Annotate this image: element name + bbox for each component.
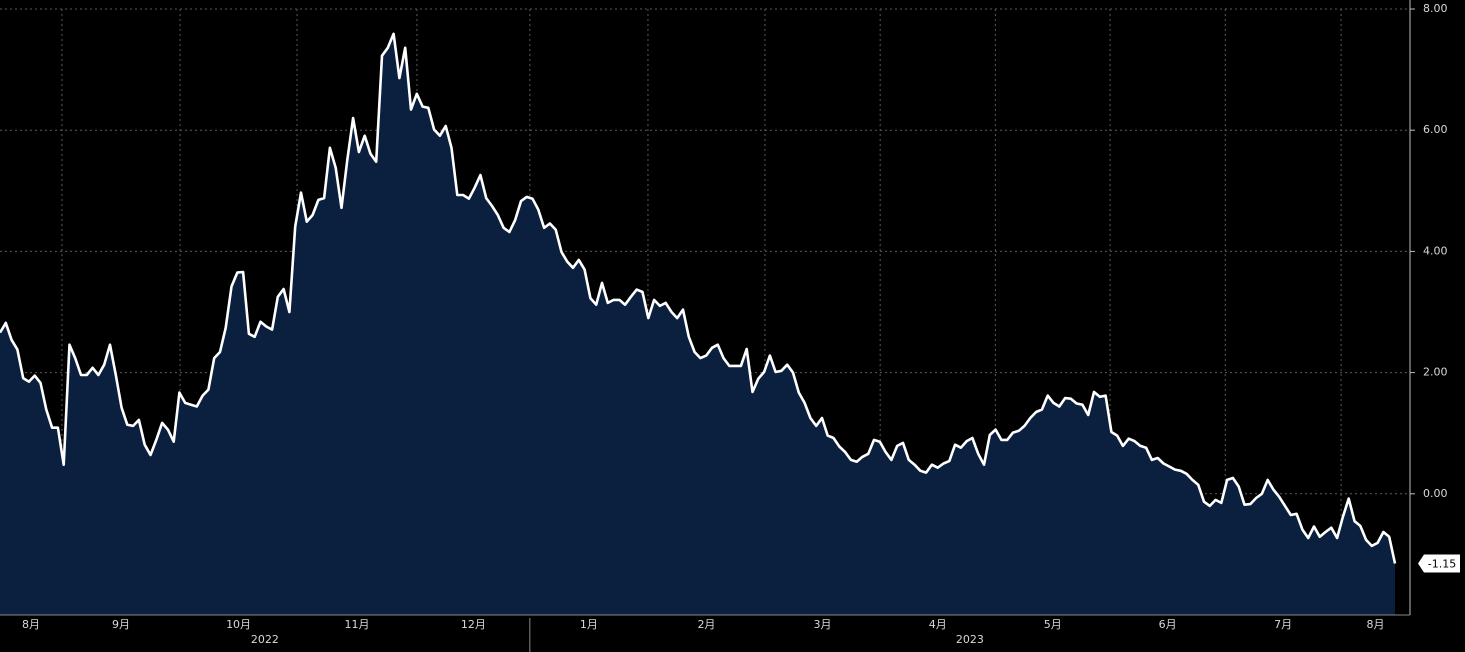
x-tick-label: 7月 [1274, 618, 1292, 631]
y-tick-label: 8.00 [1423, 2, 1448, 15]
year-label: 2023 [956, 633, 984, 646]
x-tick-label: 1月 [580, 618, 598, 631]
x-tick-label: 8月 [22, 618, 40, 631]
y-tick-label: 2.00 [1423, 366, 1448, 379]
x-tick-label: 9月 [112, 618, 130, 631]
x-tick-label: 11月 [344, 618, 369, 631]
area [0, 33, 1395, 616]
x-tick-label: 8月 [1367, 618, 1385, 631]
x-tick-label: 6月 [1159, 618, 1177, 631]
x-tick-label: 3月 [814, 618, 832, 631]
last-value-label: -1.15 [1428, 557, 1456, 570]
x-tick-label: 10月 [226, 618, 251, 631]
line [0, 32, 1397, 564]
last-value-box [1418, 554, 1460, 573]
x-tick-label: 2月 [697, 618, 715, 631]
y-tick-label: 6.00 [1423, 123, 1448, 136]
y-tick-label: 4.00 [1423, 244, 1448, 257]
x-tick-label: 4月 [929, 618, 947, 631]
year-label: 2022 [251, 633, 279, 646]
x-tick-label: 5月 [1044, 618, 1062, 631]
y-tick-label: 0.00 [1423, 487, 1448, 500]
x-tick-label: 12月 [461, 618, 486, 631]
